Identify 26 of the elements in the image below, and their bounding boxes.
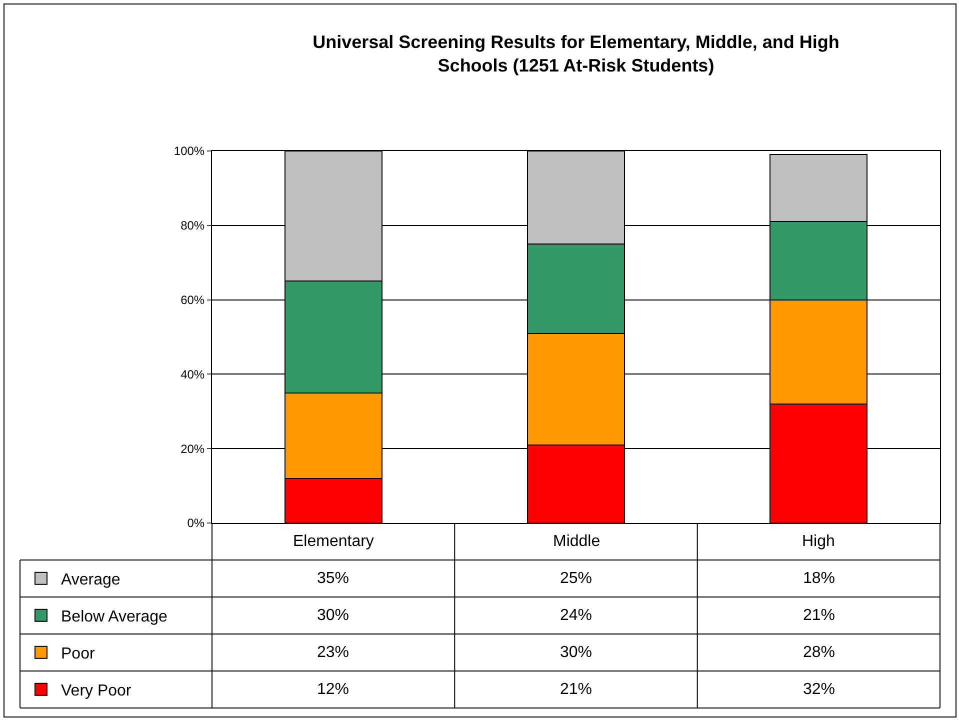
data-label: 32% (803, 681, 836, 698)
legend-label: Average (61, 572, 120, 589)
y-tick-label: 0% (187, 516, 205, 530)
y-tick-label: 100% (174, 144, 205, 158)
data-label: 30% (560, 644, 592, 661)
data-label: 21% (560, 681, 592, 698)
data-label: 30% (317, 607, 350, 624)
data-label: 21% (803, 607, 836, 624)
data-label: 25% (560, 570, 592, 587)
y-tick-label: 60% (180, 293, 205, 307)
y-tick-label: 40% (180, 367, 205, 382)
y-tick-label: 20% (180, 442, 205, 456)
data-label: 28% (803, 644, 836, 661)
x-tick-label: Middle (553, 533, 600, 550)
data-label: 12% (317, 681, 350, 698)
data-label: 35% (317, 570, 350, 587)
legend-label: Poor (61, 646, 96, 663)
data-label: 18% (803, 570, 836, 587)
y-tick-label: 80% (180, 218, 205, 233)
x-tick-label: High (802, 533, 835, 550)
data-label: 24% (560, 607, 592, 624)
data-label: 23% (317, 644, 350, 661)
chart-title: Universal Screening Results for Elementary, Middle, and High Schools (1251 At-Risk Students) (312, 32, 840, 76)
x-tick-label: Elementary (293, 533, 374, 550)
legend-label: Very Poor (61, 682, 132, 700)
legend-label: Below Average (61, 608, 168, 626)
